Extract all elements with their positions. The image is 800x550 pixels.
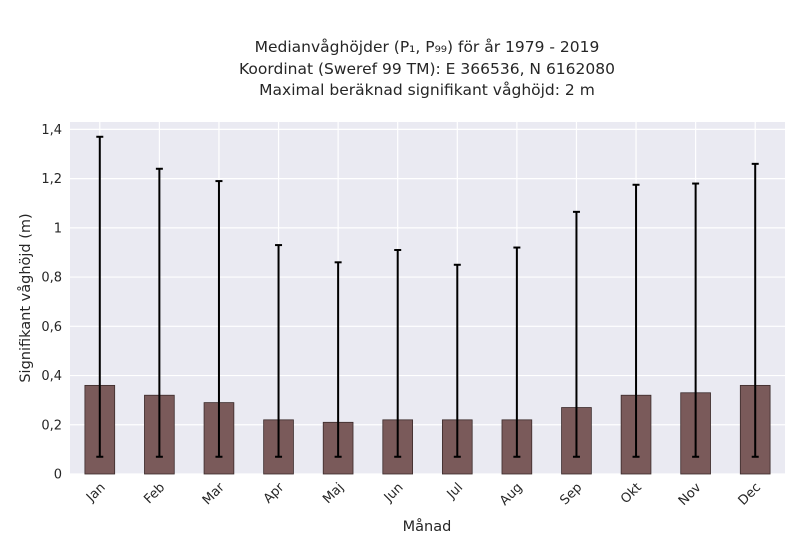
x-tick-label-jul: Jul	[444, 480, 466, 502]
chart-title-line-2: Koordinat (Sweref 99 TM): E 366536, N 61…	[239, 60, 615, 78]
x-tick-label-mar: Mar	[200, 480, 228, 508]
x-axis-label: Månad	[403, 518, 452, 535]
x-tick-label-apr: Apr	[261, 480, 288, 507]
y-tick-labels: 0 0,2 0,4 0,6 0,8 1 1,2 1,4	[41, 123, 62, 483]
y-tick-label: 0,2	[41, 418, 62, 433]
x-tick-label-nov: Nov	[676, 480, 705, 509]
chart-title-line-1: Medianvåghöjder (P₁, P₉₉) för år 1979 - …	[255, 38, 600, 56]
y-tick-label: 0	[54, 468, 62, 483]
plot-area	[70, 122, 785, 474]
x-tick-label-jun: Jun	[381, 480, 407, 506]
error-bars	[96, 135, 759, 458]
x-tick-label-feb: Feb	[141, 480, 168, 507]
y-tick-label: 0,4	[41, 369, 62, 384]
y-tick-label: 1,4	[41, 123, 62, 138]
chart-title-line-3: Maximal beräknad signifikant våghöjd: 2 …	[259, 81, 595, 99]
x-tick-label-okt: Okt	[618, 480, 645, 507]
y-tick-label: 1	[54, 221, 62, 236]
x-tick-label-sep: Sep	[557, 480, 585, 508]
y-tick-label: 0,8	[41, 271, 62, 286]
x-tick-label-jan: Jan	[83, 480, 108, 505]
x-tick-label-aug: Aug	[497, 480, 526, 509]
x-tick-labels: Jan Feb Mar Apr Maj Jun Jul Aug Sep Okt Nov Dec	[83, 480, 764, 509]
y-tick-label: 0,6	[41, 320, 62, 335]
y-tick-label: 1,2	[41, 172, 62, 187]
x-tick-label-maj: Maj	[320, 480, 347, 507]
y-axis-label: Signifikant våghöjd (m)	[17, 213, 34, 382]
x-tick-label-dec: Dec	[736, 480, 764, 508]
